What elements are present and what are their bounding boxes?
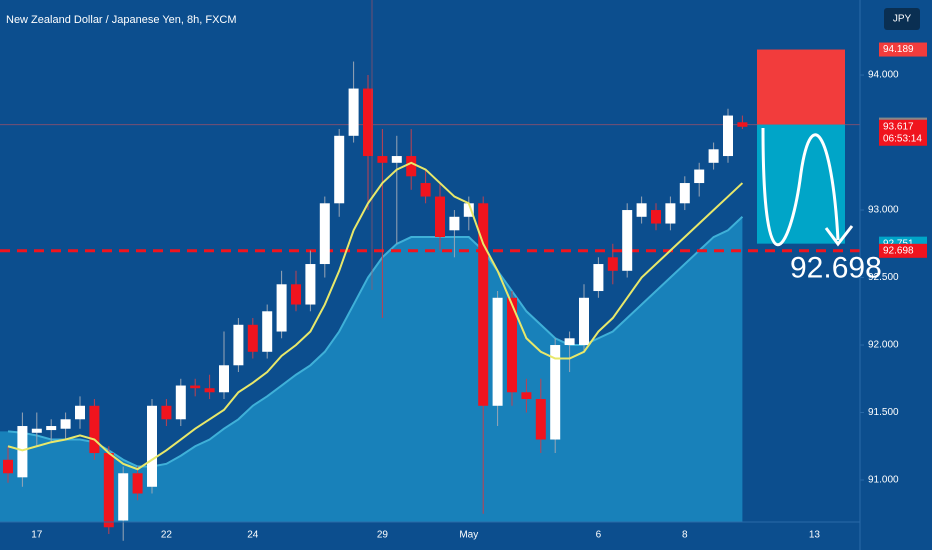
y-tick-label: 93.000 [868,205,899,216]
candle-body [492,297,503,406]
x-tick-label: 8 [682,530,688,541]
candle-body [348,88,359,136]
candle-body [363,88,373,157]
candle-body [31,428,42,433]
candle-body [276,284,287,332]
candle-body [262,311,273,352]
candle-body [435,196,445,238]
candle-body [175,385,186,420]
candle-body [305,264,316,305]
candle-body [147,405,157,487]
x-tick-label: 29 [377,530,389,541]
candle-body [420,183,431,197]
candle-body [535,399,546,440]
candle-body [219,365,229,393]
candle-body [665,203,676,224]
candle-body [636,203,647,217]
candle-body [60,419,71,429]
y-tick-label: 92.000 [868,340,899,351]
price-label: 92.751 [883,238,914,249]
candle-body [103,453,114,528]
price-countdown: 06:53:14 [883,133,922,144]
y-tick-label: 94.000 [868,70,899,81]
currency-box[interactable] [884,8,920,30]
candle-body [737,122,748,127]
ma-area [0,216,743,522]
y-tick-label: 92.500 [868,272,899,283]
candle-body [377,156,388,163]
candle-body [651,210,661,224]
candle-body [334,135,345,204]
candle-body [449,216,460,231]
price-label: 92.698 [883,245,914,256]
x-tick-label: 13 [809,530,821,541]
candle-body [291,284,301,305]
candle-body [3,459,13,474]
candle-body [679,183,690,204]
candle-body [391,156,402,163]
candle-body [75,405,85,420]
candle-body [593,264,604,292]
candle-body [247,324,258,352]
candle-body [607,257,618,271]
plot-area [0,49,860,541]
x-tick-label: May [459,530,478,541]
target-zone [757,124,845,244]
x-tick-label: 24 [247,530,259,541]
candle-body [463,203,474,217]
candle-body [550,345,561,440]
candle-body [118,473,129,521]
drawing-arrowhead [824,225,854,247]
price-label-box [879,119,927,146]
candle-body [190,385,201,389]
candle-body [622,210,633,271]
chart-title: New Zealand Dollar / Japanese Yen, 8h, F… [6,14,237,26]
currency-label[interactable]: JPY [893,14,912,25]
y-tick-label: 91.000 [868,475,899,486]
price-label-box [879,243,927,258]
candle-body [521,392,532,400]
candle-body [579,297,589,346]
price-label-box [879,42,927,57]
stop-zone [757,49,845,125]
x-tick-label: 6 [596,530,602,541]
x-tick-label: 17 [31,530,43,541]
price-label: 94.189 [883,44,914,55]
y-tick-label: 91.500 [868,407,899,418]
candle-body [564,338,575,346]
candle-body [233,324,244,366]
drawing-curve [761,127,840,247]
candle-body [204,388,215,393]
candle-body [161,405,172,420]
candle-body [46,426,57,431]
candle-body [132,473,143,494]
price-label: 93.617 [883,121,914,132]
candle-body [406,156,417,177]
candle-body [89,405,100,454]
candle-body [708,149,719,163]
ma-line [7,161,744,471]
ma-area-line [7,216,744,468]
candle-body [17,426,28,478]
candle-body [723,115,733,157]
candle-body [319,203,330,265]
candle-body [478,203,489,406]
level-annotation: 92.698 [790,252,882,285]
candle-body [694,169,705,184]
x-tick-label: 22 [161,530,173,541]
candle-body [507,297,517,393]
